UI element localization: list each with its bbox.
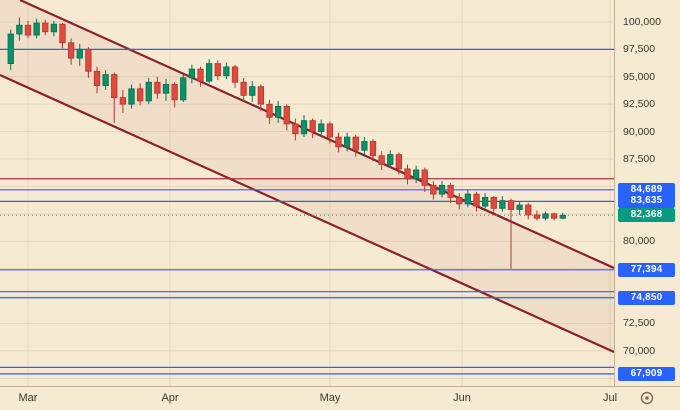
candle-body	[128, 88, 135, 105]
trendline-lower[interactable]	[0, 73, 614, 354]
candle-body	[67, 42, 75, 59]
candle-body	[395, 154, 403, 170]
candle-body	[266, 103, 273, 118]
candle-body	[412, 169, 420, 180]
candle-body	[205, 63, 213, 82]
candle-body	[456, 196, 463, 205]
candle-body	[533, 214, 541, 219]
candle-body	[16, 24, 23, 35]
candle-body	[464, 193, 472, 205]
candle-body	[162, 84, 170, 94]
x-axis-label: Jul	[602, 392, 618, 404]
candle-body	[171, 84, 178, 101]
candle-body	[343, 136, 351, 148]
candle-body	[33, 22, 40, 36]
candle-body	[481, 196, 489, 207]
y-axis-label: 80,000	[623, 235, 656, 248]
time-axis[interactable]: Mar Apr May Jun Jul	[0, 386, 680, 410]
candle-body	[50, 23, 58, 33]
price-label-badge: 82,368	[618, 208, 675, 223]
candle-body	[421, 169, 428, 186]
trendline-upper[interactable]	[19, 0, 614, 270]
candle-body	[352, 136, 359, 151]
candle-body	[292, 123, 299, 135]
candle-body	[214, 63, 221, 77]
y-axis-label: 90,000	[623, 125, 656, 138]
candle-body	[300, 120, 308, 135]
candle-body	[438, 184, 446, 195]
candle-body	[188, 68, 196, 79]
candle-body	[223, 66, 230, 77]
candle-body	[119, 97, 127, 105]
candle-body	[499, 200, 506, 209]
candle-body	[369, 141, 377, 157]
x-axis-label: Jun	[453, 392, 471, 404]
trend-channel-fill	[0, 0, 614, 352]
candle-body	[404, 168, 411, 180]
candle-body	[85, 48, 92, 72]
y-axis-label: 92,500	[623, 98, 656, 111]
candle-body	[335, 136, 342, 148]
candle-body	[447, 184, 454, 198]
candle-body	[283, 105, 290, 125]
candle-body	[507, 200, 515, 210]
candle-body	[542, 213, 549, 219]
x-axis-label: Mar	[18, 392, 38, 404]
chart-plot-area[interactable]	[0, 0, 614, 386]
candle-body	[257, 86, 265, 105]
candle-body	[387, 154, 394, 165]
candle-body	[550, 213, 558, 219]
candle-body	[154, 81, 161, 94]
candle-body	[430, 184, 437, 195]
candle-body	[111, 74, 118, 98]
eye-icon[interactable]	[639, 390, 655, 406]
candle-body	[197, 68, 204, 82]
candle-body	[180, 77, 187, 101]
price-axis[interactable]: 100,000 97,500 95,000 92,500 90,000 87,500 80,…	[614, 0, 680, 386]
candle-body	[378, 155, 385, 165]
price-label-badge: 84,689	[618, 182, 675, 197]
candle-body	[361, 141, 368, 151]
price-label-badge: 67,909	[618, 366, 675, 381]
candle-body	[24, 24, 32, 36]
candle-body	[490, 196, 497, 209]
y-axis-label: 97,500	[623, 43, 656, 56]
candle-body	[59, 23, 66, 44]
y-axis-label: 87,500	[623, 153, 656, 165]
price-label-badge: 74,850	[618, 290, 675, 305]
candle-body	[7, 33, 14, 65]
candle-body	[249, 86, 256, 96]
candle-body	[93, 70, 101, 86]
candle-body	[240, 81, 247, 96]
candle-body	[473, 193, 480, 207]
y-axis-label: 70,000	[623, 344, 656, 357]
y-axis-label: 72,500	[623, 317, 656, 330]
candle-body	[76, 48, 83, 59]
candle-body	[145, 81, 152, 102]
candle-body	[559, 214, 566, 219]
candle-body	[231, 66, 239, 83]
candle-body	[326, 123, 334, 138]
candle-body	[309, 120, 316, 132]
candle-body	[516, 204, 523, 210]
x-axis-label: May	[319, 392, 341, 404]
candle-body	[102, 74, 109, 86]
candle-body	[274, 105, 282, 118]
x-axis-label: Apr	[161, 392, 179, 404]
candle-body	[42, 22, 49, 33]
price-label-badge: 83,635	[618, 194, 675, 209]
candle-body	[318, 123, 325, 132]
price-label-badge: 77,394	[618, 262, 675, 277]
axis-corner	[614, 386, 680, 410]
y-axis-label: 95,000	[623, 70, 656, 83]
y-axis-label: 100,000	[623, 15, 661, 28]
candle-body	[525, 204, 532, 216]
chart-canvas[interactable]	[0, 0, 614, 386]
candle-body	[136, 88, 144, 102]
